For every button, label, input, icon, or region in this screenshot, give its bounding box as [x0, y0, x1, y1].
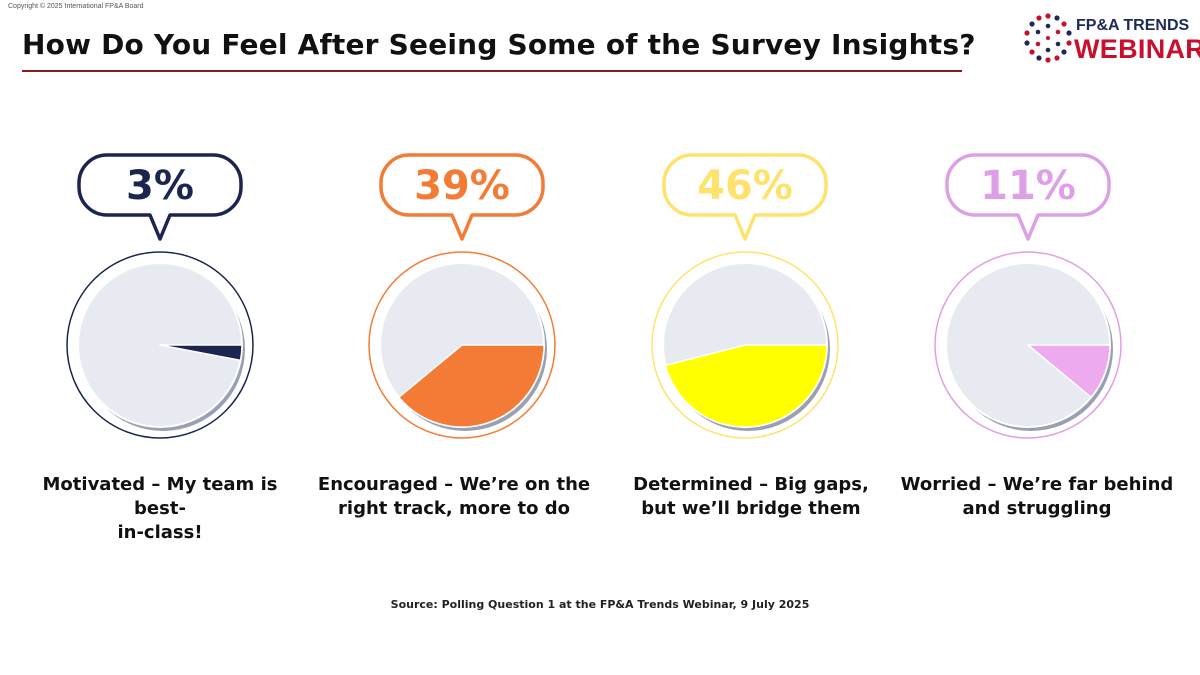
- logo-text-line1: FP&A TRENDS: [1076, 17, 1190, 34]
- title-underline: [22, 70, 962, 72]
- label-motivated-line1: Motivated – My team is best-: [42, 474, 278, 519]
- pie-charts-svg: 3% 39% 46% 11%: [66, 153, 1122, 439]
- speech-bubble-motivated: [77, 153, 243, 241]
- pie-slice-determined: [664, 344, 828, 428]
- label-determined-line2: but we’ll bridge them: [641, 498, 861, 519]
- pie-slice-motivated: [159, 344, 243, 362]
- fpa-trends-logo: FP&A TRENDS WEBINAR: [1018, 6, 1200, 70]
- pie-charts-row: 3% 39% 46% 11%: [0, 145, 1200, 445]
- label-determined: Determined – Big gaps, but we’ll bridge …: [606, 473, 896, 521]
- page-title: How Do You Feel After Seeing Some of the…: [22, 28, 976, 61]
- value-label-encouraged: 39%: [414, 163, 510, 209]
- speech-bubble-encouraged: [379, 153, 545, 241]
- logo-globe-icon: [1024, 13, 1072, 63]
- label-encouraged-line2: right track, more to do: [338, 498, 570, 519]
- label-encouraged-line1: Encouraged – We’re on the: [317, 474, 591, 495]
- label-worried-line2: and struggling: [962, 498, 1112, 519]
- value-label-worried: 11%: [980, 163, 1076, 209]
- copyright-notice: Copyright © 2025 International FP&A Boar…: [8, 3, 144, 10]
- pie-slice-worried: [1027, 344, 1111, 399]
- label-motivated: Motivated – My team is best- in-class!: [15, 473, 305, 545]
- speech-bubble-worried: [945, 153, 1111, 241]
- label-worried: Worried – We’re far behind and strugglin…: [892, 473, 1182, 521]
- source-note: Source: Polling Question 1 at the FP&A T…: [390, 598, 810, 611]
- label-motivated-line2: in-class!: [117, 522, 203, 543]
- label-worried-line1: Worried – We’re far behind: [900, 474, 1174, 495]
- label-encouraged: Encouraged – We’re on the right track, m…: [309, 473, 599, 521]
- value-label-motivated: 3%: [126, 163, 194, 209]
- value-label-determined: 46%: [697, 163, 793, 209]
- speech-bubble-determined: [662, 153, 828, 241]
- label-determined-line1: Determined – Big gaps,: [633, 474, 869, 495]
- pie-slice-encouraged: [398, 344, 545, 428]
- logo-text-line2: WEBINAR: [1074, 34, 1200, 64]
